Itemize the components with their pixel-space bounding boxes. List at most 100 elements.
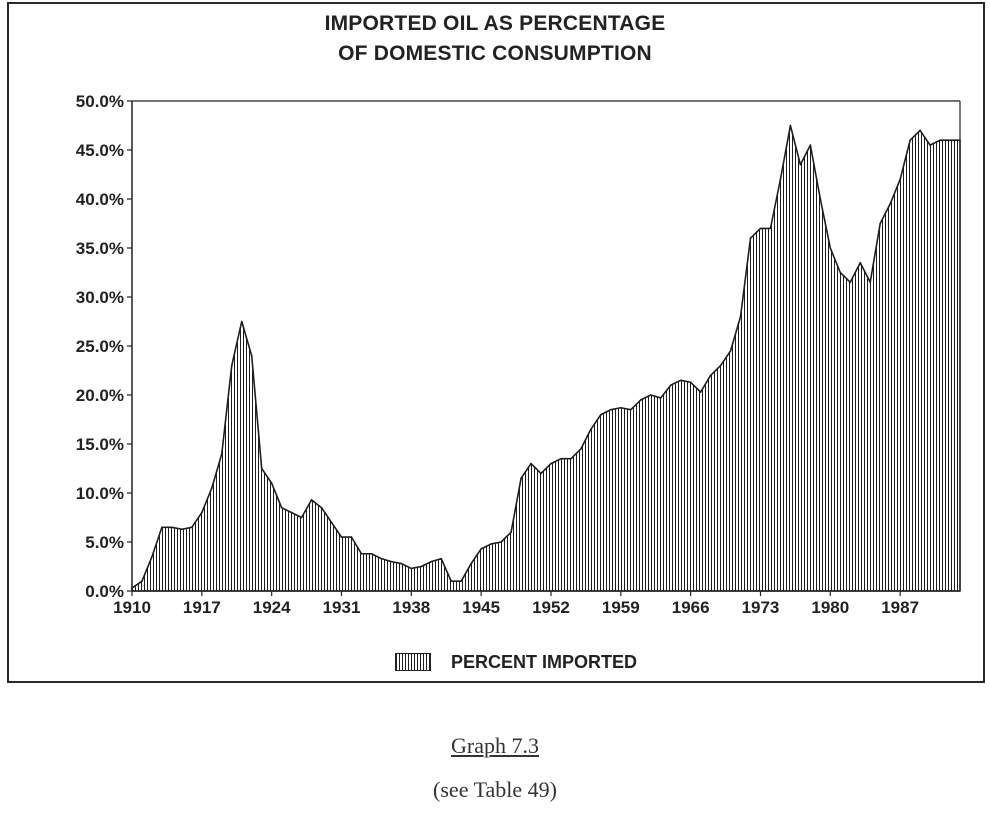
- data-point-1966: [689, 381, 692, 384]
- data-point-1955: [580, 448, 582, 450]
- chart-plot: 0.0% 5.0% 10.0% 15.0% 20.0% 25.0% 30.0% 35.0% 40…: [76, 92, 961, 617]
- data-point-1956: [590, 428, 592, 431]
- data-point-1945: [480, 548, 482, 550]
- data-point-1911: [141, 580, 143, 582]
- data-point-1916: [191, 526, 193, 529]
- x-tick-label: 1987: [881, 598, 919, 617]
- data-point-1917: [201, 511, 203, 514]
- data-point-1962: [649, 394, 652, 396]
- y-tick-label: 10.0%: [76, 484, 124, 503]
- area-layer: [131, 124, 961, 592]
- data-point-1932: [350, 536, 353, 538]
- data-point-1960: [630, 408, 632, 411]
- data-point-1957: [600, 413, 602, 416]
- data-point-1964: [669, 384, 672, 387]
- data-point-1924: [270, 482, 273, 485]
- x-tick-label: 1966: [672, 598, 710, 617]
- data-point-1983: [859, 261, 862, 264]
- x-tick-label: 1938: [392, 598, 430, 617]
- data-point-1914: [171, 526, 173, 529]
- y-tick-label: 20.0%: [76, 386, 124, 405]
- data-point-1967: [699, 391, 702, 393]
- data-point-1926: [290, 511, 293, 514]
- data-point-1985: [879, 222, 881, 225]
- y-tick-label: 50.0%: [76, 92, 124, 111]
- data-point-1961: [639, 399, 642, 401]
- data-point-1954: [570, 457, 572, 460]
- data-point-1947: [500, 541, 502, 543]
- data-point-1939: [420, 565, 423, 568]
- data-point-1951: [540, 472, 542, 475]
- x-tick-label: 1917: [183, 598, 221, 617]
- data-point-1963: [659, 397, 662, 399]
- data-point-1919: [220, 453, 223, 455]
- data-point-1928: [310, 499, 313, 501]
- data-point-1991: [939, 139, 941, 141]
- data-point-1934: [370, 552, 373, 555]
- graph-caption: Graph 7.3: [0, 733, 990, 759]
- x-tick-label: 1980: [811, 598, 849, 617]
- data-point-1977: [799, 163, 802, 166]
- data-point-1952: [550, 462, 552, 465]
- data-point-1990: [929, 144, 931, 146]
- data-point-1959: [620, 406, 622, 409]
- data-point-1922: [250, 355, 253, 357]
- y-axis-ticks: 0.0% 5.0% 10.0% 15.0% 20.0% 25.0% 30.0% 35.0% 40…: [76, 92, 132, 601]
- data-point-1913: [161, 526, 163, 529]
- data-point-1976: [789, 124, 792, 127]
- table-reference-caption: (see Table 49): [433, 777, 557, 802]
- data-point-1981: [839, 271, 842, 274]
- x-tick-label: 1973: [742, 598, 780, 617]
- data-point-1969: [719, 364, 722, 367]
- data-point-1940: [430, 560, 433, 563]
- data-point-1986: [889, 203, 891, 205]
- data-point-1920: [230, 364, 233, 367]
- data-point-1984: [869, 281, 872, 284]
- y-tick-label: 25.0%: [76, 337, 124, 356]
- data-point-1929: [320, 506, 323, 509]
- graph-caption-text: Graph 7.3: [451, 733, 539, 758]
- chart-title-line-2: OF DOMESTIC CONSUMPTION: [338, 42, 652, 65]
- x-tick-label: 1959: [602, 598, 640, 617]
- data-point-1975: [779, 178, 782, 181]
- data-point-1912: [151, 555, 153, 558]
- data-point-1978: [809, 144, 812, 146]
- data-point-1972: [749, 237, 752, 239]
- data-point-1927: [300, 516, 303, 519]
- data-point-1980: [829, 247, 832, 249]
- data-point-1942: [450, 580, 453, 582]
- y-tick-label: 35.0%: [76, 239, 124, 258]
- data-point-1973: [759, 227, 762, 230]
- x-tick-label: 1924: [253, 598, 291, 617]
- y-tick-label: 40.0%: [76, 190, 124, 209]
- data-point-1946: [490, 543, 492, 545]
- data-point-1925: [280, 506, 283, 509]
- x-tick-label: 1952: [532, 598, 570, 617]
- data-point-1944: [470, 562, 472, 565]
- x-axis-ticks: 1910 1917 1924 1931 1938 1945 1952 1959 1966 1973…: [113, 591, 919, 617]
- data-point-1941: [440, 557, 443, 560]
- data-point-1933: [360, 552, 363, 555]
- data-point-1965: [679, 379, 682, 382]
- data-point-1931: [340, 536, 343, 538]
- data-point-1974: [769, 227, 772, 230]
- y-tick-label: 0.0%: [85, 582, 124, 601]
- data-point-1949: [520, 477, 522, 480]
- x-tick-label: 1931: [323, 598, 361, 617]
- legend-label: PERCENT IMPORTED: [451, 651, 638, 672]
- chart-title-line-1: IMPORTED OIL AS PERCENTAGE: [324, 12, 666, 35]
- data-point-1948: [510, 531, 512, 533]
- data-point-1936: [390, 560, 393, 563]
- data-point-1930: [330, 521, 333, 524]
- data-point-1970: [729, 350, 732, 352]
- data-point-1938: [410, 567, 413, 570]
- data-point-1918: [211, 487, 213, 489]
- legend: PERCENT IMPORTED: [395, 649, 637, 675]
- y-tick-label: 30.0%: [76, 288, 124, 307]
- y-tick-label: 15.0%: [76, 435, 124, 454]
- data-point-1958: [610, 408, 612, 411]
- y-tick-label: 45.0%: [76, 141, 124, 160]
- data-point-1987: [899, 178, 901, 181]
- data-point-1915: [181, 528, 183, 531]
- series-area-percent-imported: [131, 124, 961, 592]
